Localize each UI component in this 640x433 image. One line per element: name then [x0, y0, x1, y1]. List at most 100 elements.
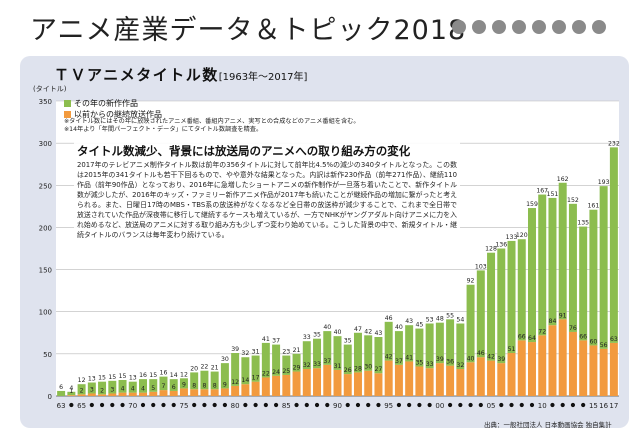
bar-continuing-1997	[405, 361, 414, 396]
data-label-new: 133	[506, 234, 518, 241]
bar-new-1985	[282, 355, 291, 375]
bar-continuing-2008	[517, 340, 526, 396]
x-tick-label: 05	[487, 402, 496, 410]
bar-new-1997	[405, 325, 414, 362]
y-tick-label: 350	[39, 98, 52, 106]
data-label-continuing: 14	[241, 377, 249, 384]
data-label-continuing: 40	[467, 355, 475, 362]
commentary-box: タイトル数減少、背景には放送局のアニメへの取り組み方の変化 2017年のテレビア…	[74, 141, 460, 242]
x-tick-marker	[294, 402, 299, 408]
bar-continuing-1989	[323, 364, 332, 396]
chart-notes: ※タイトル数にはその年に放映されたアニメ番組、番組内アニメ、実写との合成などのア…	[64, 118, 360, 135]
x-tick-marker	[314, 402, 320, 408]
bar-continuing-1993	[364, 370, 373, 396]
data-label-continuing: 41	[405, 354, 413, 361]
bar-continuing-1990	[333, 369, 342, 396]
data-label-new: 15	[108, 374, 116, 381]
x-tick-marker	[110, 402, 115, 408]
bar-continuing-1972	[149, 391, 158, 396]
bar-continuing-1979	[220, 388, 229, 396]
bar-continuing-1982	[251, 381, 260, 396]
data-label-continuing: 7	[162, 383, 166, 390]
data-label-new: 39	[231, 346, 239, 353]
bar-continuing-1991	[343, 374, 352, 396]
data-label-new: 20	[190, 365, 198, 372]
data-label-new: 40	[395, 324, 403, 331]
data-label-new: 48	[436, 316, 444, 323]
dot-icon	[592, 20, 606, 34]
x-tick-marker	[89, 402, 94, 408]
x-tick-marker	[263, 402, 268, 408]
bar-new-1963	[57, 390, 66, 396]
data-label-new: 15	[149, 372, 157, 379]
bar-new-1995	[384, 321, 393, 361]
data-label-continuing: 42	[385, 354, 393, 361]
bar-new-1989	[323, 331, 332, 365]
bar-new-2014	[579, 226, 588, 341]
x-tick-marker	[468, 402, 473, 408]
x-tick-marker	[325, 402, 330, 408]
x-tick-label: 17	[609, 402, 618, 410]
header-dots	[452, 20, 606, 34]
data-label-continuing: 36	[446, 359, 454, 366]
data-label-new: 16	[160, 370, 168, 377]
bar-new-1988	[313, 338, 322, 369]
y-tick-label: 0	[48, 393, 52, 401]
x-tick-marker	[69, 402, 74, 408]
bar-continuing-2011	[548, 325, 557, 396]
data-label-continuing: 2	[100, 387, 104, 394]
x-tick-marker	[192, 402, 197, 408]
bar-continuing-1967	[98, 394, 107, 396]
data-label-new: 12	[78, 377, 86, 384]
bar-continuing-2000	[435, 363, 444, 396]
data-label-new: 47	[354, 326, 362, 333]
bar-new-1980	[231, 353, 240, 386]
bar-continuing-1970	[128, 392, 137, 396]
bar-continuing-2013	[568, 331, 577, 396]
data-label-new: 193	[598, 179, 610, 186]
bar-continuing-1984	[272, 375, 281, 396]
bar-continuing-2004	[476, 357, 485, 396]
bar-continuing-1996	[394, 364, 403, 396]
bar-new-1975	[179, 378, 188, 389]
data-label-continuing: 17	[252, 375, 260, 382]
data-label-continuing: 63	[610, 336, 618, 343]
data-label-continuing: 9	[223, 381, 227, 388]
bar-new-2001	[446, 319, 455, 366]
data-label-new: 33	[303, 334, 311, 341]
data-label-new: 136	[495, 242, 507, 249]
dot-icon	[492, 20, 506, 34]
legend-swatch-continuing	[64, 111, 71, 118]
data-label-continuing: 33	[426, 361, 434, 368]
x-tick-label: 75	[179, 402, 188, 410]
bar-continuing-1965	[77, 394, 86, 396]
data-label-continuing: 72	[538, 328, 546, 335]
data-label-continuing: 64	[528, 335, 536, 342]
data-label-continuing: 8	[192, 382, 196, 389]
bar-continuing-2001	[446, 365, 455, 396]
bar-new-1981	[241, 357, 250, 385]
data-label-continuing: 51	[508, 346, 516, 353]
data-label-new: 13	[88, 376, 96, 383]
legend-label-continuing: 以前からの継続放送作品	[74, 110, 162, 119]
data-label-new: 162	[557, 176, 569, 183]
x-tick-label: 70	[128, 402, 137, 410]
bar-continuing-1985	[282, 374, 291, 396]
data-label-new: 161	[588, 203, 600, 210]
data-label-continuing: 29	[293, 365, 301, 372]
bar-new-2016	[599, 186, 608, 349]
y-axis-label: (タイトル)	[33, 85, 67, 93]
y-tick-label: 300	[39, 140, 52, 148]
bar-new-1996	[394, 331, 403, 365]
bar-new-1990	[333, 336, 342, 370]
data-label-new: 43	[405, 318, 413, 325]
data-label-continuing: 3	[110, 386, 114, 393]
x-tick-marker	[581, 402, 586, 408]
legend-item-new: その年の新作作品	[64, 98, 162, 109]
data-label-new: 103	[475, 263, 487, 270]
legend-label-new: その年の新作作品	[74, 99, 138, 108]
data-label-continuing: 33	[313, 361, 321, 368]
bar-new-2003	[466, 284, 475, 363]
bar-continuing-1980	[231, 385, 240, 396]
data-label-new: 54	[456, 317, 464, 324]
